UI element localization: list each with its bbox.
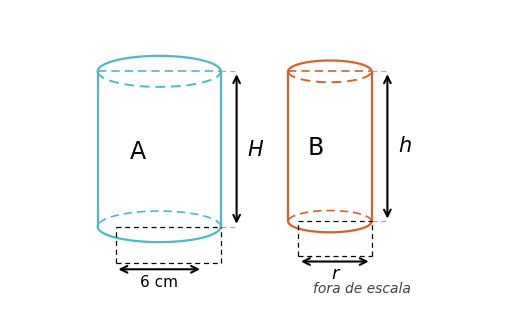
Text: B: B xyxy=(308,136,324,160)
Text: h: h xyxy=(398,136,412,156)
Text: 6 cm: 6 cm xyxy=(140,275,178,290)
Text: fora de escala: fora de escala xyxy=(313,282,411,296)
Text: A: A xyxy=(130,139,145,164)
Text: r: r xyxy=(331,265,338,284)
Text: H: H xyxy=(247,140,263,160)
